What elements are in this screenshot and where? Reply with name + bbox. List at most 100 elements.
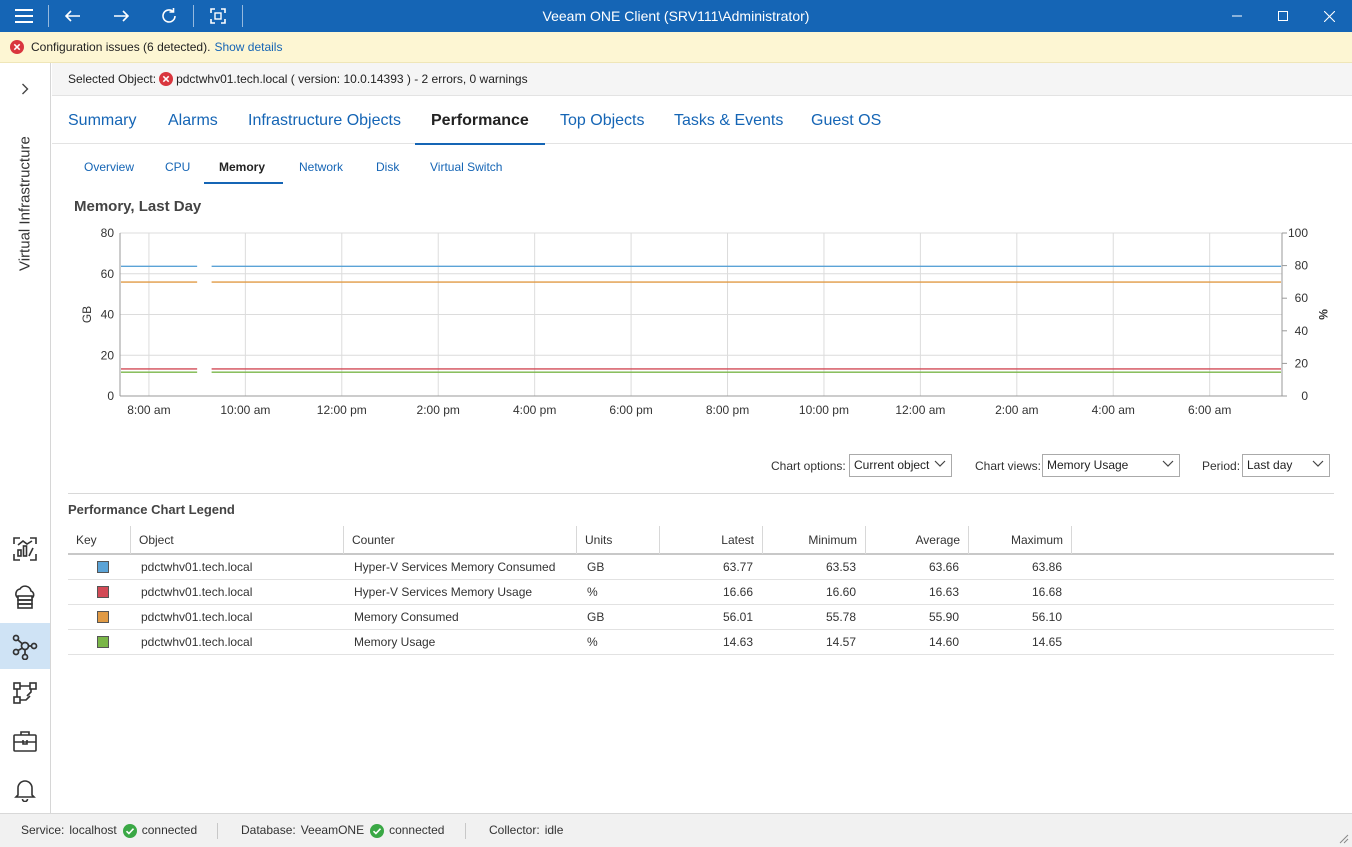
row-latest: 56.01	[722, 610, 753, 624]
column-header-object[interactable]: Object	[139, 533, 174, 547]
configuration-issues-banner: Configuration issues (6 detected). Show …	[0, 32, 1352, 63]
y-axis-tick-label: 60	[101, 267, 115, 281]
chart-views-label: Chart views:	[975, 459, 1042, 473]
maximize-icon	[1278, 11, 1288, 21]
row-maximum: 56.10	[1031, 610, 1062, 624]
subtab-disk[interactable]: Disk	[376, 160, 400, 174]
tab-top-objects[interactable]: Top Objects	[560, 112, 645, 129]
row-object: pdctwhv01.tech.local	[141, 610, 253, 624]
period-select[interactable]: Last day	[1242, 454, 1330, 477]
series-key-swatch	[97, 586, 109, 598]
error-icon	[159, 72, 174, 86]
column-header-latest[interactable]: Latest	[721, 533, 754, 547]
tab-infrastructure-objects[interactable]: Infrastructure Objects	[248, 112, 401, 129]
subtab-memory[interactable]: Memory	[219, 160, 266, 174]
column-header-minimum[interactable]: Minimum	[808, 533, 857, 547]
fullscreen-button[interactable]	[194, 0, 242, 32]
dashboard-icon	[13, 537, 37, 561]
collector-label: Collector:	[489, 823, 540, 837]
section-divider	[68, 493, 1334, 494]
subtab-cpu[interactable]: CPU	[165, 160, 191, 174]
table-row[interactable]: pdctwhv01.tech.local Hyper-V Services Me…	[68, 555, 1334, 580]
service-status: Service: localhost connected	[21, 814, 197, 847]
y-axis-label: GB	[80, 306, 94, 323]
memory-chart: 0 20 40 60 80 0 20 40 60 80 100 8:00 am 10:00 am 12:0…	[80, 226, 1330, 417]
maximize-button[interactable]	[1260, 0, 1306, 32]
legend-header: Key Object Counter Units Latest Minimum …	[68, 526, 1334, 555]
minimize-button[interactable]	[1214, 0, 1260, 32]
chart-options-select[interactable]: Current object	[849, 454, 952, 477]
column-header-counter[interactable]: Counter	[352, 533, 395, 547]
sidebar-virtual-infrastructure[interactable]	[0, 623, 50, 669]
tab-guest-os[interactable]: Guest OS	[811, 112, 882, 129]
x-axis-tick-label: 6:00 am	[1188, 403, 1231, 417]
table-row[interactable]: pdctwhv01.tech.local Memory Usage % 14.6…	[68, 630, 1334, 655]
chart-title: Memory, Last Day	[74, 198, 202, 215]
database-state: connected	[389, 823, 445, 837]
table-row[interactable]: pdctwhv01.tech.local Hyper-V Services Me…	[68, 580, 1334, 605]
title-separator	[48, 5, 49, 27]
subtab-network[interactable]: Network	[299, 160, 344, 174]
chevron-down-icon	[1312, 460, 1324, 467]
period-label: Period:	[1202, 459, 1241, 473]
row-counter: Memory Consumed	[354, 610, 459, 624]
status-separator	[465, 823, 466, 839]
database-status: Database: VeeamONE connected	[241, 814, 444, 847]
column-header-key[interactable]: Key	[76, 533, 97, 547]
fullscreen-icon	[210, 8, 226, 24]
sidebar-cloud[interactable]	[0, 574, 50, 620]
sidebar-dashboards[interactable]	[0, 526, 50, 572]
x-axis-tick-label: 12:00 am	[895, 403, 945, 417]
cloud-icon	[15, 585, 35, 609]
left-sidebar: Virtual Infrastructure	[0, 63, 51, 813]
row-counter: Hyper-V Services Memory Consumed	[354, 560, 556, 574]
status-separator	[217, 823, 218, 839]
menu-button[interactable]	[0, 0, 48, 32]
tab-tasks-events[interactable]: Tasks & Events	[674, 112, 784, 129]
chart-options-value: Current object	[854, 458, 930, 472]
column-header-average[interactable]: Average	[915, 533, 960, 547]
tab-alarms[interactable]: Alarms	[168, 112, 218, 129]
refresh-button[interactable]	[145, 0, 193, 32]
sidebar-business-view[interactable]	[0, 718, 50, 764]
forward-button[interactable]	[97, 0, 145, 32]
period-value: Last day	[1247, 458, 1293, 472]
show-details-link[interactable]: Show details	[214, 40, 283, 54]
row-average: 63.66	[928, 560, 959, 574]
row-maximum: 63.86	[1031, 560, 1062, 574]
row-units: GB	[587, 610, 605, 624]
x-axis-tick-label: 2:00 am	[995, 403, 1038, 417]
arrow-left-icon	[65, 10, 80, 22]
column-header-maximum[interactable]: Maximum	[1010, 533, 1063, 547]
tab-performance[interactable]: Performance	[415, 97, 545, 145]
title-bar: Veeam ONE Client (SRV111\Administrator)	[0, 0, 1352, 32]
service-label: Service:	[21, 823, 65, 837]
y2-axis-tick-label: 0	[1301, 389, 1308, 403]
arrow-right-icon	[114, 10, 129, 22]
row-minimum: 16.60	[825, 585, 856, 599]
chart-views-select[interactable]: Memory Usage	[1042, 454, 1180, 477]
subtab-virtual-switch[interactable]: Virtual Switch	[430, 160, 503, 174]
close-button[interactable]	[1306, 0, 1352, 32]
column-header-units[interactable]: Units	[585, 533, 613, 547]
table-row[interactable]: pdctwhv01.tech.local Memory Consumed GB …	[68, 605, 1334, 630]
y-axis-tick-label: 40	[101, 308, 115, 322]
main-tabs: Summary Alarms Infrastructure Objects Pe…	[52, 97, 1352, 145]
column-separator	[130, 526, 131, 554]
tab-summary[interactable]: Summary	[68, 112, 137, 129]
x-axis-tick-label: 10:00 am	[220, 403, 270, 417]
back-button[interactable]	[49, 0, 97, 32]
row-latest: 63.77	[722, 560, 753, 574]
sidebar-data-protection[interactable]	[0, 670, 50, 716]
expand-sidebar-button[interactable]	[15, 79, 35, 99]
sidebar-section-label: Virtual Infrastructure	[16, 136, 34, 271]
chart-views-value: Memory Usage	[1047, 458, 1129, 472]
sidebar-alarm-management[interactable]	[0, 766, 50, 812]
collector-state: idle	[544, 823, 564, 837]
resize-grip-icon[interactable]	[1339, 834, 1349, 844]
y-axis-tick-label: 80	[101, 226, 115, 240]
row-maximum: 14.65	[1031, 635, 1062, 649]
column-separator	[968, 526, 969, 554]
title-separator	[193, 5, 194, 27]
subtab-overview[interactable]: Overview	[84, 160, 135, 174]
